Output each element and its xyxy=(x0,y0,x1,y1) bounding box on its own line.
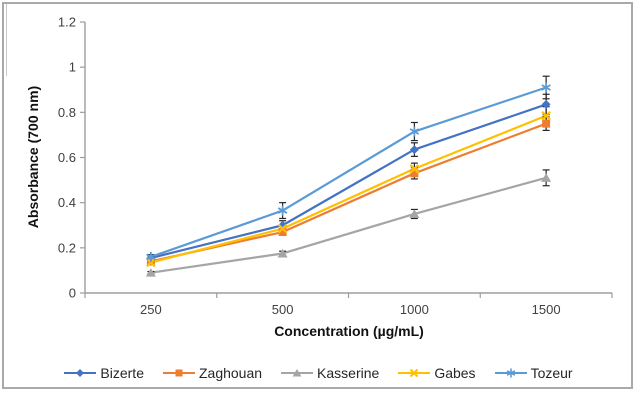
series-markers-tozeur xyxy=(146,82,551,262)
y-tick-label: 0 xyxy=(69,286,76,301)
legend-item-zaghouan: Zaghouan xyxy=(162,365,262,381)
x-category-label: 250 xyxy=(140,302,162,317)
legend-item-gabes: Gabes xyxy=(397,365,476,381)
series-markers-gabes xyxy=(146,110,551,268)
series-line-tozeur xyxy=(150,86,547,258)
legend-item-bizerte: Bizerte xyxy=(63,365,144,381)
series-line-zaghouan xyxy=(150,122,547,263)
legend-label: Bizerte xyxy=(100,365,144,381)
chart-legend: Bizerte Zaghouan Kasserine Gabes Tozeur xyxy=(0,360,636,386)
legend-swatch-square-icon xyxy=(162,369,195,377)
x-category-label: 1500 xyxy=(532,302,561,317)
y-tick-label: 1.2 xyxy=(58,15,76,30)
legend-label: Kasserine xyxy=(317,365,380,381)
legend-item-tozeur: Tozeur xyxy=(494,365,573,381)
y-tick-label: 0.2 xyxy=(58,240,76,255)
legend-swatch-x-icon xyxy=(398,368,431,378)
x-category-label: 500 xyxy=(272,302,294,317)
legend-label: Gabes xyxy=(434,365,476,381)
y-tick-label: 0.8 xyxy=(58,105,76,120)
legend-swatch-asterisk-icon xyxy=(494,368,527,378)
x-category-label: 1000 xyxy=(400,302,429,317)
legend-label: Zaghouan xyxy=(198,365,263,381)
series-markers-kasserine xyxy=(145,173,552,277)
y-tick-label: 0.4 xyxy=(58,195,76,210)
y-tick-label: 1 xyxy=(69,60,76,75)
legend-swatch-diamond-icon xyxy=(64,369,97,377)
figure-border-left-accent xyxy=(6,4,7,76)
series-line-gabes xyxy=(150,114,547,264)
legend-label: Tozeur xyxy=(530,365,573,381)
series-line-kasserine xyxy=(150,176,547,274)
y-tick-label: 0.6 xyxy=(58,150,76,165)
legend-swatch-triangle-icon xyxy=(281,369,314,377)
x-axis-title: Concentration (µg/mL) xyxy=(274,323,424,339)
y-axis-title: Absorbance (700 nm) xyxy=(25,85,41,229)
series-line-bizerte xyxy=(150,103,547,260)
legend-item-kasserine: Kasserine xyxy=(280,365,379,381)
